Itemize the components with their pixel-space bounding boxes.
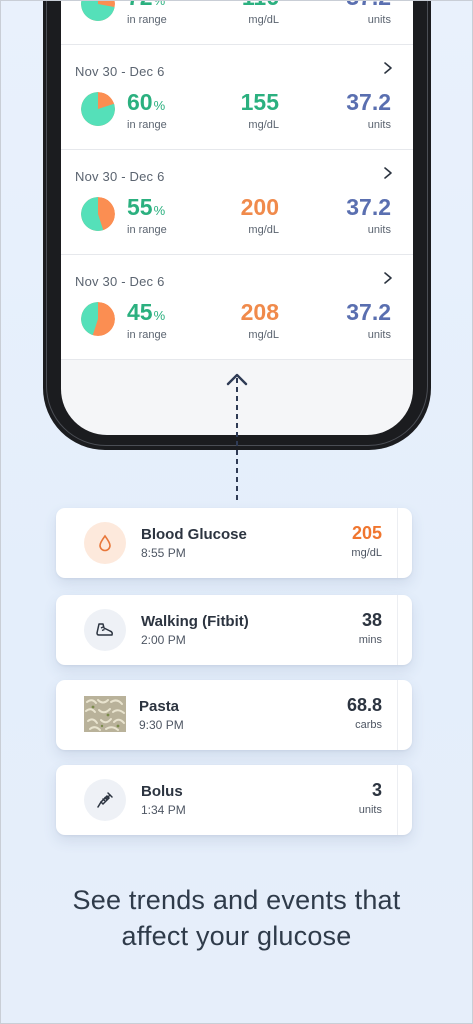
weekly-summary-list: 72% in range 116 mg/dL 37.2 units Nov 30…	[61, 0, 413, 360]
event-unit: mins	[358, 634, 382, 646]
event-value: 205	[351, 523, 382, 543]
avg-glucose-value: 116	[242, 0, 279, 11]
syringe-icon	[84, 779, 126, 821]
in-range-label: in range	[127, 119, 167, 131]
event-time: 2:00 PM	[141, 633, 186, 647]
chevron-right-icon[interactable]	[383, 166, 393, 180]
event-title: Blood Glucose	[141, 526, 247, 543]
event-time: 8:55 PM	[141, 546, 186, 560]
event-time: 1:34 PM	[141, 803, 186, 817]
time-in-range-pie	[81, 197, 115, 231]
drop-icon	[84, 522, 126, 564]
caption: See trends and events that affect your g…	[0, 882, 473, 954]
percent-sign: %	[153, 0, 166, 8]
insulin-unit: units	[367, 14, 391, 26]
event-title: Walking (Fitbit)	[141, 613, 249, 630]
in-range-label: in range	[127, 14, 167, 26]
event-card-pasta[interactable]: Pasta 9:30 PM 68.8 carbs	[56, 680, 412, 750]
shoe-icon	[84, 609, 126, 651]
in-range-percent: 55%	[127, 194, 165, 221]
chevron-right-icon[interactable]	[383, 61, 393, 75]
insulin-unit: units	[367, 329, 391, 341]
event-value: 68.8	[346, 695, 382, 715]
week-row[interactable]: 72% in range 116 mg/dL 37.2 units	[61, 0, 413, 45]
in-range-label: in range	[127, 224, 167, 236]
insulin-unit: units	[367, 224, 391, 236]
event-title: Pasta	[139, 698, 180, 715]
time-in-range-pie	[81, 302, 115, 336]
in-range-percent: 45%	[127, 299, 165, 326]
week-date-range: Nov 30 - Dec 6	[75, 169, 165, 184]
percent-value: 72	[127, 0, 153, 10]
insulin-value: 37.2	[346, 89, 391, 115]
percent-value: 45	[127, 299, 153, 325]
percent-sign: %	[153, 98, 166, 113]
phone-screen: 72% in range 116 mg/dL 37.2 units Nov 30…	[61, 0, 413, 435]
event-unit: mg/dL	[351, 547, 382, 559]
insulin-value: 37.2	[346, 0, 391, 11]
avg-glucose-value: 208	[240, 299, 279, 325]
event-card-bolus[interactable]: Bolus 1:34 PM 3 units	[56, 765, 412, 835]
time-in-range-pie	[81, 92, 115, 126]
time-in-range-pie	[81, 0, 115, 21]
event-value: 3	[371, 780, 382, 800]
glucose-unit: mg/dL	[248, 14, 279, 26]
event-value: 38	[361, 610, 382, 630]
percent-value: 55	[127, 194, 153, 220]
in-range-percent: 60%	[127, 89, 165, 116]
chevron-right-icon[interactable]	[383, 271, 393, 285]
week-row[interactable]: Nov 30 - Dec 6 55% in range 200 mg/dL 37…	[61, 150, 413, 255]
percent-sign: %	[153, 203, 166, 218]
pie-in-range-slice	[81, 302, 98, 336]
week-date-range: Nov 30 - Dec 6	[75, 274, 165, 289]
event-unit: carbs	[355, 719, 382, 731]
insulin-unit: units	[367, 119, 391, 131]
pie-in-range-slice	[81, 92, 115, 126]
glucose-unit: mg/dL	[248, 329, 279, 341]
pie-in-range-slice	[81, 197, 104, 231]
pasta-photo	[84, 696, 126, 732]
caption-line-2: affect your glucose	[121, 921, 352, 951]
week-row[interactable]: Nov 30 - Dec 6 45% in range 208 mg/dL 37…	[61, 255, 413, 360]
week-date-range: Nov 30 - Dec 6	[75, 64, 165, 79]
in-range-label: in range	[127, 329, 167, 341]
event-time: 9:30 PM	[139, 718, 184, 732]
insulin-value: 37.2	[346, 194, 391, 220]
week-row[interactable]: Nov 30 - Dec 6 60% in range 155 mg/dL 37…	[61, 45, 413, 150]
dashed-up-arrow	[226, 373, 248, 500]
event-card-walking[interactable]: Walking (Fitbit) 2:00 PM 38 mins	[56, 595, 412, 665]
glucose-unit: mg/dL	[248, 224, 279, 236]
insulin-value: 37.2	[346, 299, 391, 325]
in-range-percent: 72%	[127, 0, 165, 11]
caption-line-1: See trends and events that	[72, 885, 401, 915]
avg-glucose-value: 200	[240, 194, 279, 220]
glucose-unit: mg/dL	[248, 119, 279, 131]
event-unit: units	[358, 804, 382, 816]
event-card-blood-glucose[interactable]: Blood Glucose 8:55 PM 205 mg/dL	[56, 508, 412, 578]
percent-value: 60	[127, 89, 153, 115]
event-title: Bolus	[141, 783, 183, 800]
pie-in-range-slice	[81, 0, 115, 21]
percent-sign: %	[153, 308, 166, 323]
avg-glucose-value: 155	[240, 89, 279, 115]
